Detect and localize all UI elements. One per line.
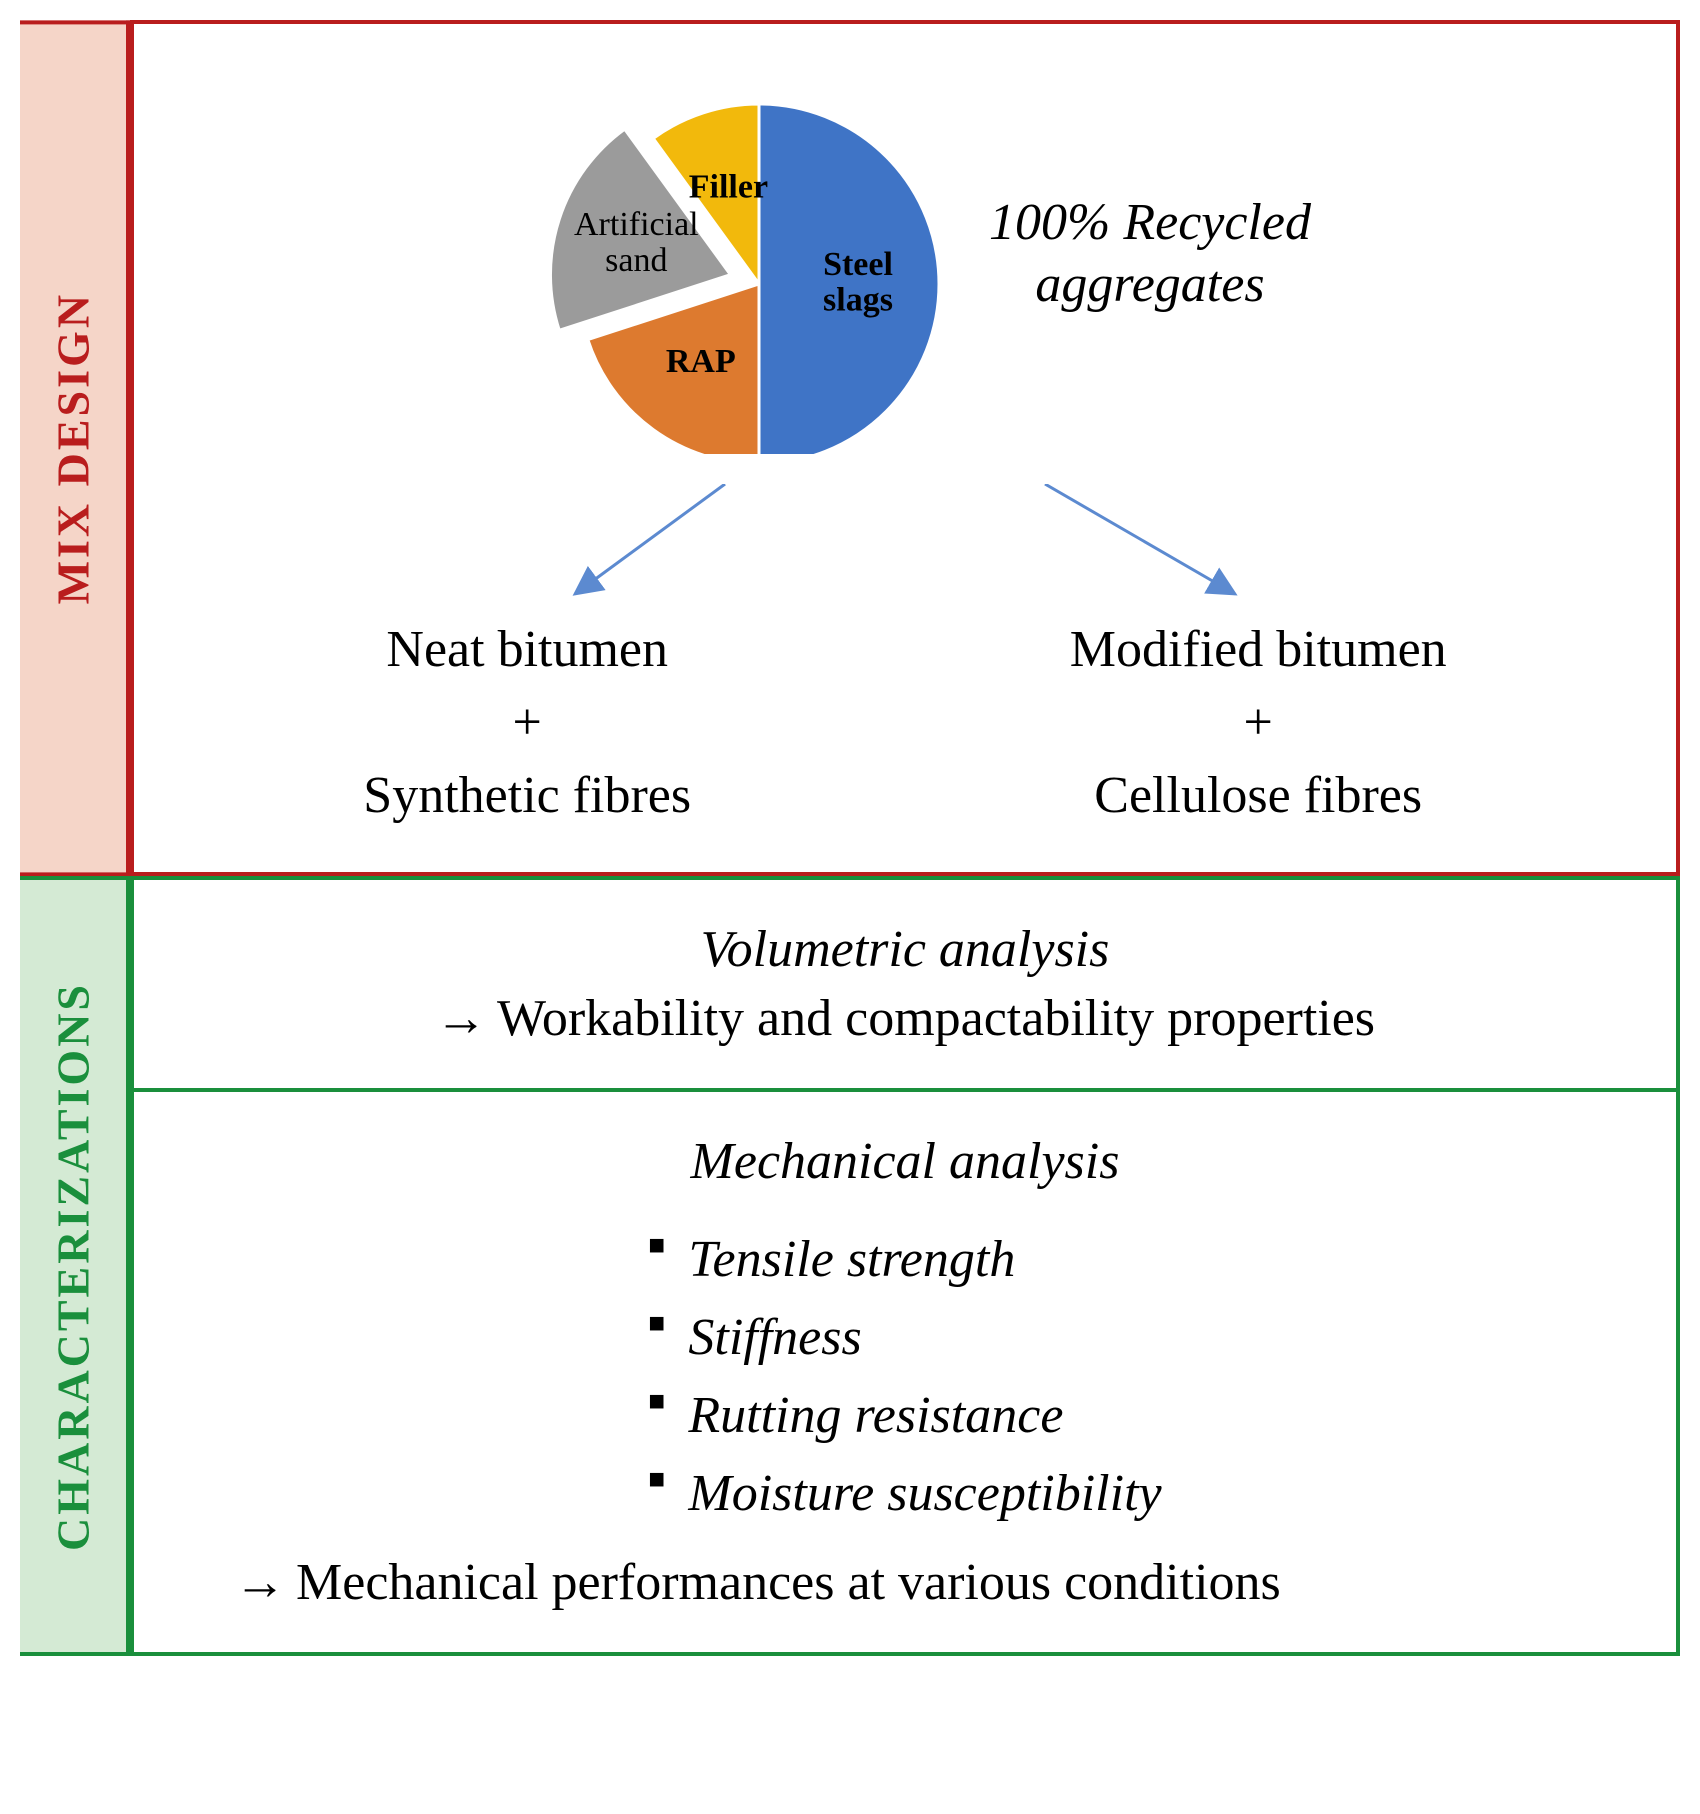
characterizations-content: Volumetric analysis →Workability and com… — [130, 876, 1680, 1656]
mechanical-bullet: Tensile strength — [648, 1221, 1161, 1299]
arrow-icon: → — [234, 1553, 286, 1612]
volumetric-analysis-box: Volumetric analysis →Workability and com… — [130, 876, 1680, 1092]
mix-design-section: MIX DESIGN SteelslagsRAPArtificialsandFi… — [20, 20, 1680, 876]
branches: Neat bitumen + Synthetic fibres Modified… — [174, 614, 1636, 832]
pie-chart-wrap: SteelslagsRAPArtificialsandFiller — [499, 54, 959, 454]
characterizations-sidebar: CHARACTERIZATIONS — [20, 876, 130, 1656]
left-branch: Neat bitumen + Synthetic fibres — [363, 614, 691, 832]
pie-slice-label: Filler — [689, 169, 768, 206]
mechanical-bullet: Moisture susceptibility — [648, 1455, 1161, 1533]
mix-design-sidebar: MIX DESIGN — [20, 20, 130, 876]
volumetric-analysis-title: Volumetric analysis — [174, 920, 1636, 979]
recycled-aggregates-caption: 100% Recycled aggregates — [989, 192, 1311, 317]
mechanical-analysis-title: Mechanical analysis — [174, 1132, 1636, 1191]
branch-arrow — [1045, 484, 1235, 594]
right-branch: Modified bitumen + Cellulose fibres — [1070, 614, 1447, 832]
pie-slice-label: Steelslags — [823, 246, 893, 319]
characterizations-section: CHARACTERIZATIONS Volumetric analysis →W… — [20, 876, 1680, 1656]
volumetric-analysis-line: →Workability and compactability properti… — [174, 989, 1636, 1048]
mechanical-bullet: Stiffness — [648, 1299, 1161, 1377]
pie-area: SteelslagsRAPArtificialsandFiller 100% R… — [174, 54, 1636, 454]
branch-arrows — [405, 484, 1405, 604]
pie-slice-label: RAP — [666, 343, 736, 380]
mechanical-bullet: Rutting resistance — [648, 1377, 1161, 1455]
pie-chart: SteelslagsRAPArtificialsandFiller — [499, 54, 959, 454]
mechanical-analysis-box: Mechanical analysis Tensile strengthStif… — [130, 1092, 1680, 1656]
mechanical-analysis-line: →Mechanical performances at various cond… — [174, 1553, 1636, 1612]
mix-design-label: MIX DESIGN — [47, 292, 100, 604]
mechanical-bullet-list: Tensile strengthStiffnessRutting resista… — [648, 1221, 1161, 1533]
arrow-icon: → — [435, 989, 487, 1048]
branch-arrow — [575, 484, 725, 594]
characterizations-label: CHARACTERIZATIONS — [47, 982, 100, 1551]
diagram-root: MIX DESIGN SteelslagsRAPArtificialsandFi… — [20, 20, 1680, 1656]
mix-design-content: SteelslagsRAPArtificialsandFiller 100% R… — [130, 20, 1680, 876]
